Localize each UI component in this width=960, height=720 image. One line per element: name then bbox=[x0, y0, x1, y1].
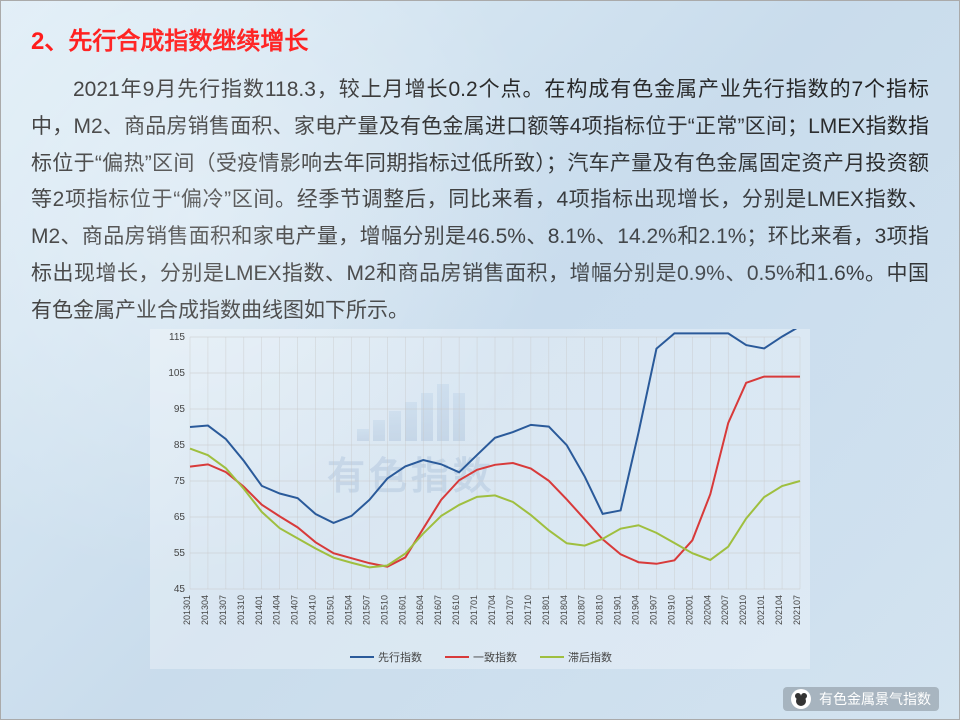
svg-text:201410: 201410 bbox=[308, 595, 318, 625]
svg-text:201501: 201501 bbox=[326, 595, 336, 625]
section-heading: 2、先行合成指数继续增长 bbox=[31, 21, 929, 56]
svg-text:201601: 201601 bbox=[397, 595, 407, 625]
svg-text:201901: 201901 bbox=[613, 595, 623, 625]
svg-text:201607: 201607 bbox=[433, 595, 443, 625]
body-paragraph: 2021年9月先行指数118.3，较上月增长0.2个点。在构成有色金属产业先行指… bbox=[31, 72, 929, 329]
svg-text:202001: 202001 bbox=[684, 595, 694, 625]
svg-text:95: 95 bbox=[174, 404, 186, 415]
svg-text:201807: 201807 bbox=[577, 595, 587, 625]
svg-text:65: 65 bbox=[174, 512, 186, 523]
svg-text:202004: 202004 bbox=[702, 595, 712, 625]
svg-text:201904: 201904 bbox=[631, 595, 641, 625]
wechat-icon bbox=[791, 689, 811, 709]
svg-text:202101: 202101 bbox=[756, 595, 766, 625]
svg-text:115: 115 bbox=[169, 332, 185, 343]
source-label: 有色金属景气指数 bbox=[819, 689, 931, 709]
svg-text:201301: 201301 bbox=[182, 595, 192, 625]
svg-text:201401: 201401 bbox=[254, 595, 264, 625]
svg-text:201507: 201507 bbox=[361, 595, 371, 625]
svg-text:201310: 201310 bbox=[236, 595, 246, 625]
svg-text:202107: 202107 bbox=[792, 595, 802, 625]
composite-index-line-chart: 45 55 65 75 85 95 105 115 201301 201304 201307 2013… bbox=[150, 329, 810, 669]
svg-text:201907: 201907 bbox=[648, 595, 658, 625]
page: 2、先行合成指数继续增长 2021年9月先行指数118.3，较上月增长0.2个点… bbox=[0, 0, 960, 720]
svg-text:202104: 202104 bbox=[774, 595, 784, 625]
svg-text:45: 45 bbox=[174, 584, 186, 595]
svg-text:201510: 201510 bbox=[379, 595, 389, 625]
svg-text:55: 55 bbox=[174, 548, 186, 559]
svg-text:201404: 201404 bbox=[272, 595, 282, 625]
svg-text:85: 85 bbox=[174, 440, 186, 451]
svg-text:202010: 202010 bbox=[738, 595, 748, 625]
svg-text:201701: 201701 bbox=[469, 595, 479, 625]
svg-text:105: 105 bbox=[168, 368, 185, 379]
svg-text:201801: 201801 bbox=[541, 595, 551, 625]
svg-text:一致指数: 一致指数 bbox=[473, 650, 517, 664]
source-footer: 有色金属景气指数 bbox=[783, 687, 939, 711]
svg-text:201610: 201610 bbox=[451, 595, 461, 625]
svg-text:滞后指数: 滞后指数 bbox=[568, 650, 612, 664]
svg-text:202007: 202007 bbox=[720, 595, 730, 625]
svg-text:201710: 201710 bbox=[523, 595, 533, 625]
svg-text:201910: 201910 bbox=[666, 595, 676, 625]
svg-text:201810: 201810 bbox=[595, 595, 605, 625]
svg-text:201704: 201704 bbox=[487, 595, 497, 625]
svg-text:201707: 201707 bbox=[505, 595, 515, 625]
svg-text:201504: 201504 bbox=[343, 595, 353, 625]
svg-text:先行指数: 先行指数 bbox=[378, 650, 422, 664]
svg-text:201407: 201407 bbox=[290, 595, 300, 625]
svg-text:75: 75 bbox=[174, 476, 186, 487]
svg-text:201304: 201304 bbox=[200, 595, 210, 625]
svg-text:201604: 201604 bbox=[415, 595, 425, 625]
svg-text:201804: 201804 bbox=[559, 595, 569, 625]
svg-text:201307: 201307 bbox=[218, 595, 228, 625]
